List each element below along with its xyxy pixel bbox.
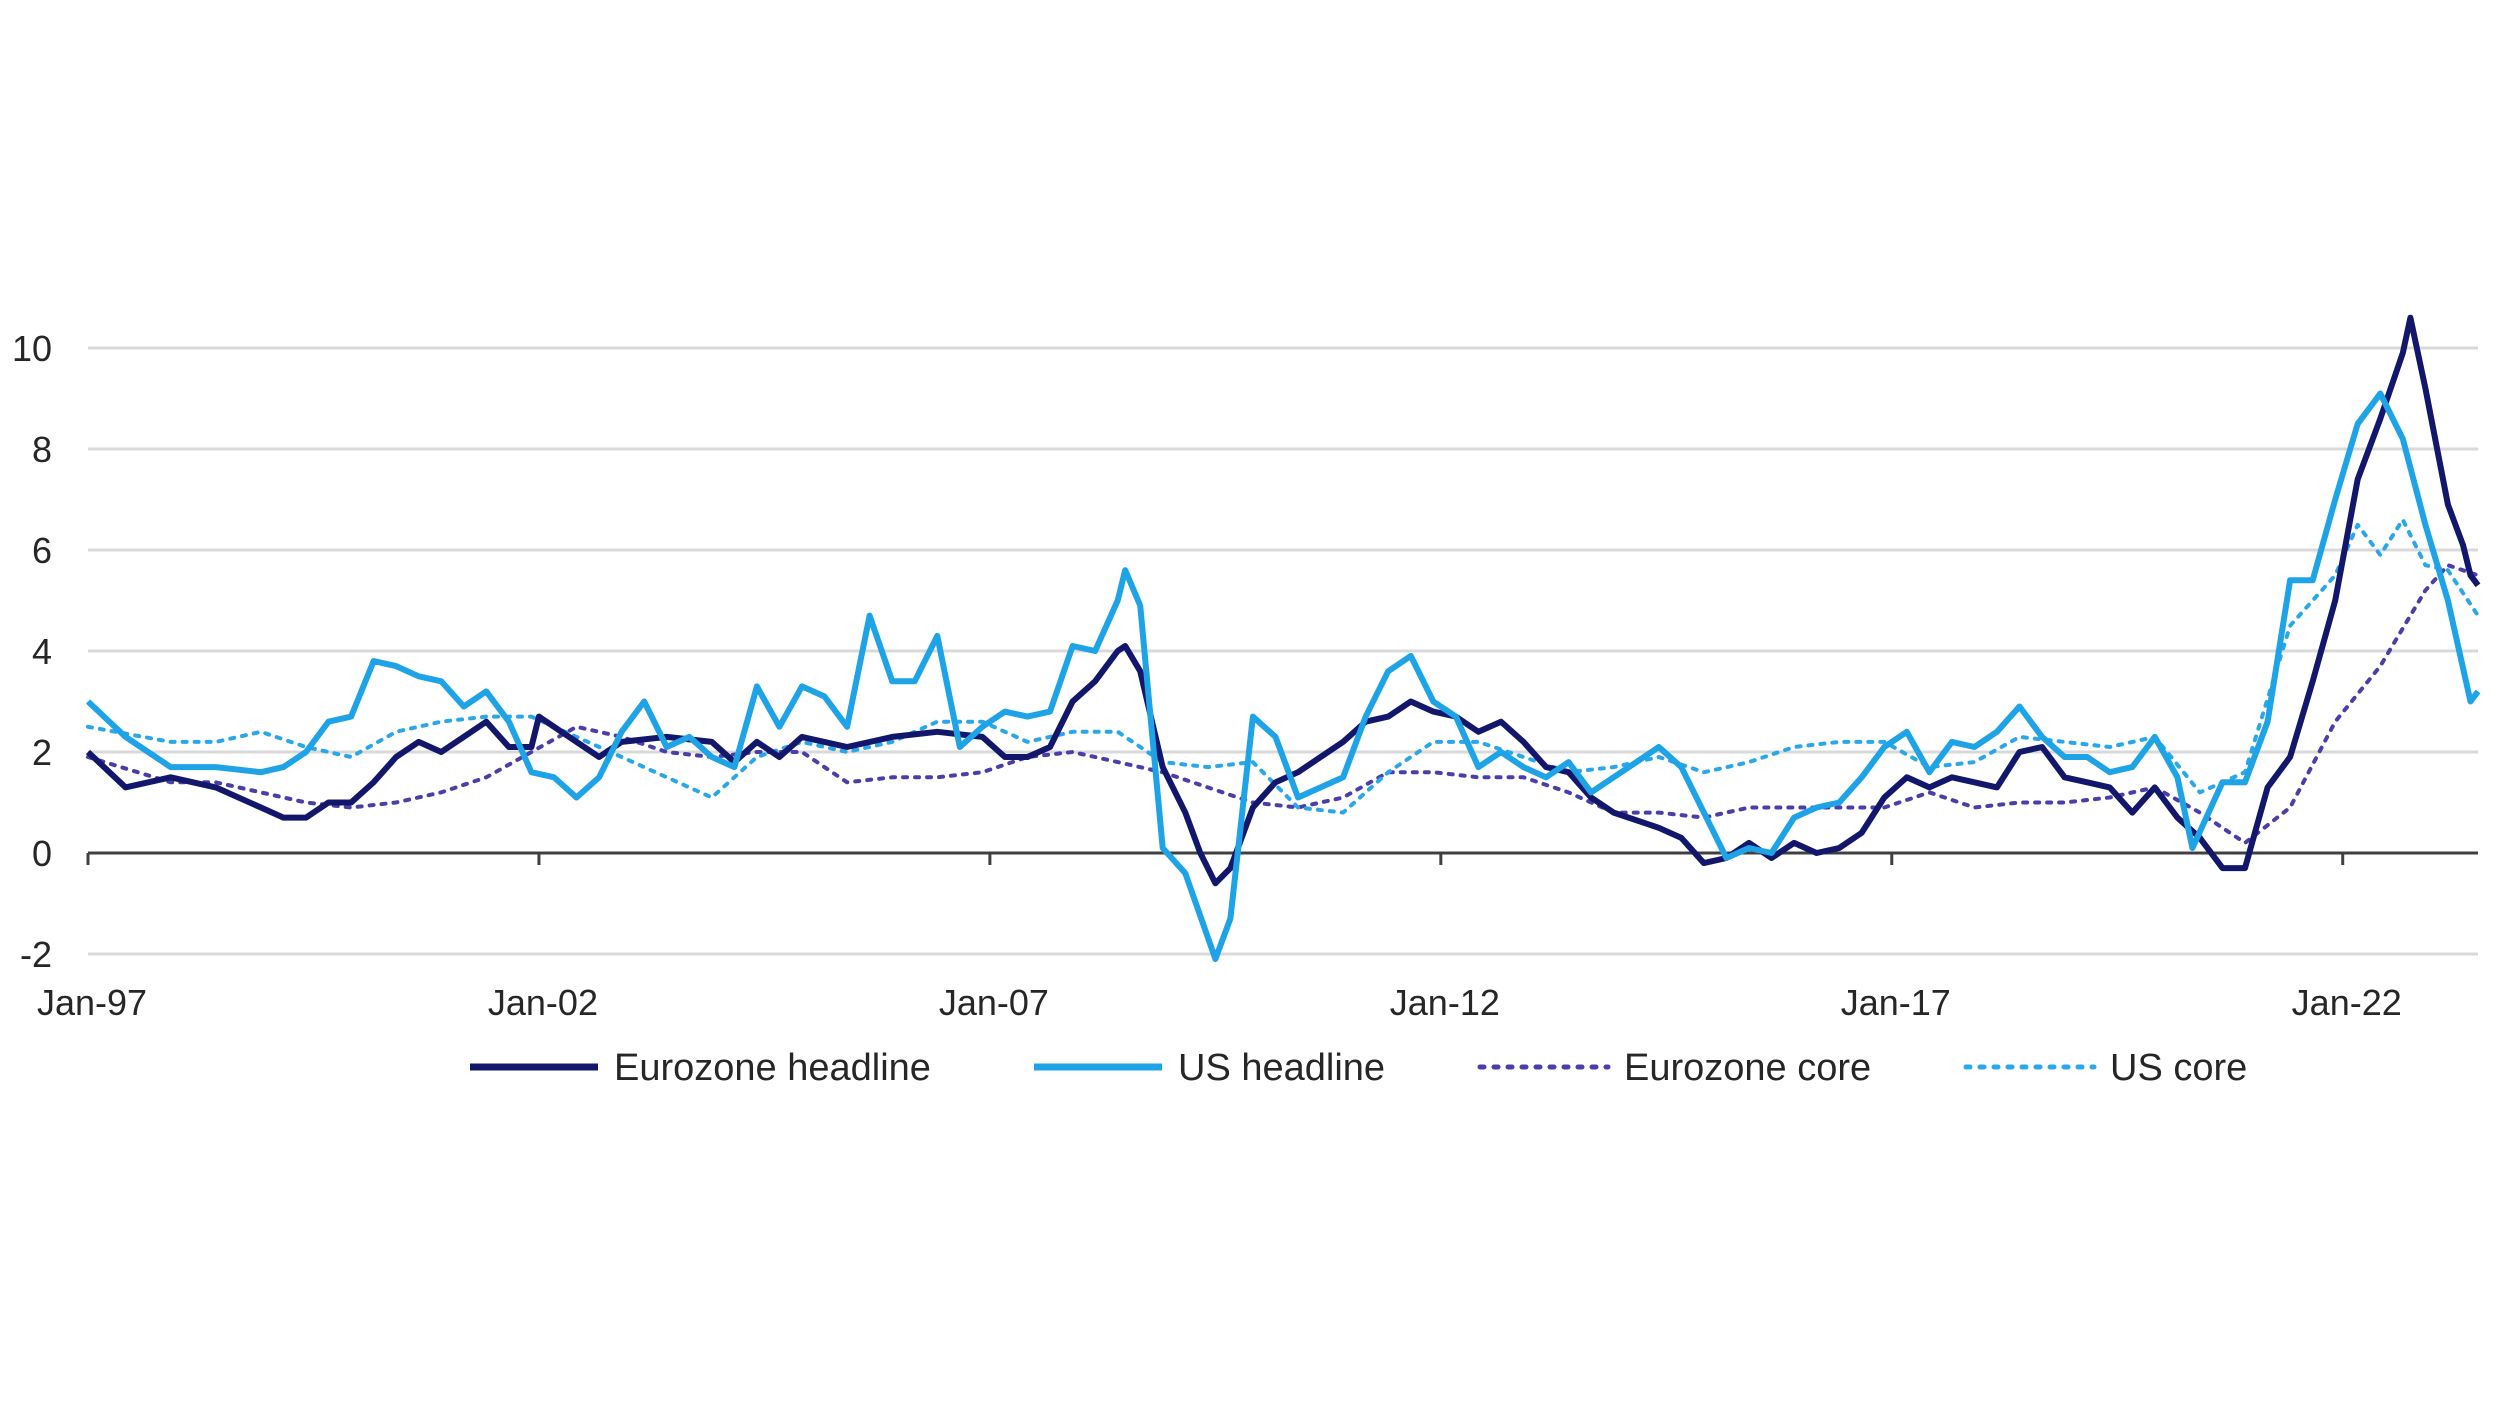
x-tick-label: Jan-22 <box>2292 982 2402 1023</box>
y-tick-label: 2 <box>32 732 52 773</box>
x-tick-label: Jan-17 <box>1841 982 1951 1023</box>
series-line-us-core <box>86 517 2480 815</box>
y-tick-label: 8 <box>32 429 52 470</box>
x-axis: Jan-97 Jan-02 Jan-07 Jan-12 Jan-17 Jan-22 <box>37 851 2478 1023</box>
legend: Eurozone headline US headline Eurozone cor… <box>470 1047 2247 1089</box>
x-tick-label: Jan-07 <box>939 982 1049 1023</box>
legend-label-eurozone-headline: Eurozone headline <box>614 1047 931 1089</box>
x-tick-label: Jan-02 <box>488 982 598 1023</box>
legend-label-us-headline: US headline <box>1178 1047 1385 1089</box>
y-tick-label: -2 <box>20 934 52 975</box>
y-tick-label: 4 <box>32 631 52 672</box>
legend-label-us-core: US core <box>2110 1047 2247 1089</box>
x-tick-label: Jan-97 <box>37 982 147 1023</box>
y-tick-label: 0 <box>32 833 52 874</box>
gridlines <box>88 346 2478 956</box>
legend-label-eurozone-core: Eurozone core <box>1624 1047 1871 1089</box>
series-lines <box>85 314 2481 962</box>
series-line-eurozone-headline <box>85 314 2481 887</box>
series-line-us-headline <box>85 390 2481 962</box>
y-axis: -2 0 2 4 6 8 10 <box>12 328 52 975</box>
y-tick-label: 6 <box>32 530 52 571</box>
x-tick-label: Jan-12 <box>1390 982 1500 1023</box>
y-tick-label: 10 <box>12 328 52 369</box>
